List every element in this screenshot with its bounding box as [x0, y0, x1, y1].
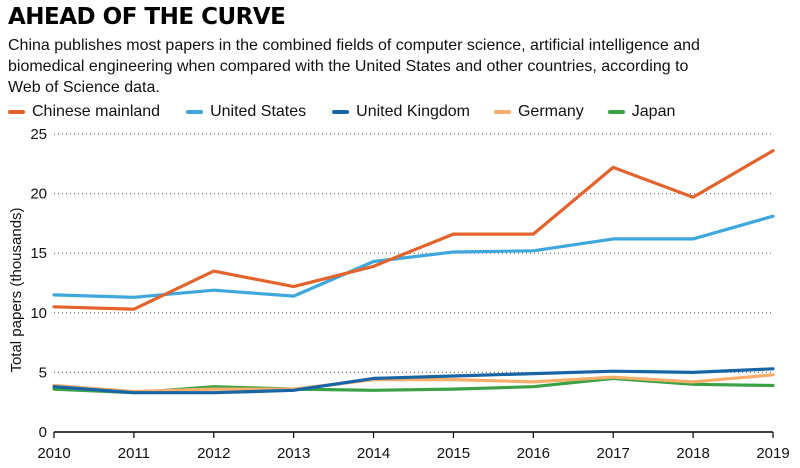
series-line-germany [52, 373, 775, 394]
x-tick-label: 2018 [676, 445, 709, 462]
y-tick-label: 25 [30, 126, 47, 143]
legend-item-germany: Germany [493, 103, 584, 121]
x-tick-label: 2014 [357, 445, 390, 462]
legend-label: Germany [517, 103, 584, 120]
series-line-chinese-mainland [52, 149, 775, 311]
series-line-united-states [52, 214, 775, 299]
x-tick-label: 2019 [756, 445, 789, 462]
x-tick-label: 2013 [277, 445, 310, 462]
legend-label: United Kingdom [356, 103, 470, 120]
legend-swatch [607, 110, 625, 114]
legend-swatch [493, 110, 511, 114]
legend-swatch [186, 110, 204, 114]
x-tick-label: 2010 [37, 445, 70, 462]
y-tick-label: 20 [30, 186, 47, 203]
legend-item-united-kingdom: United Kingdom [332, 103, 470, 121]
x-tick-label: 2015 [437, 445, 470, 462]
x-tick-label: 2011 [118, 445, 150, 462]
legend-item-chinese-mainland: Chinese mainland [8, 103, 160, 121]
legend-item-japan: Japan [607, 103, 676, 121]
series-line-united-kingdom [52, 367, 775, 395]
x-tick-label: 2016 [517, 445, 550, 462]
y-tick-label: 0 [39, 424, 47, 441]
legend-label: United States [210, 103, 307, 120]
legend-label: Japan [631, 103, 676, 120]
legend-swatch [332, 110, 350, 114]
legend: Chinese mainland United States United King… [8, 101, 675, 123]
legend-label: Chinese mainland [32, 103, 161, 120]
chart-title: AHEAD OF THE CURVE [8, 4, 286, 30]
y-tick-label: 10 [30, 305, 47, 322]
legend-swatch [8, 110, 25, 114]
y-tick-label: 5 [39, 364, 47, 381]
legend-item-united-states: United States [186, 103, 306, 121]
x-tick-label: 2017 [597, 445, 630, 462]
x-tick-label: 2012 [197, 445, 230, 462]
y-tick-label: 15 [30, 245, 47, 262]
y-axis-title: Total papers (thousands) [8, 207, 25, 372]
chart-subtitle: China publishes most papers in the combi… [8, 37, 700, 96]
